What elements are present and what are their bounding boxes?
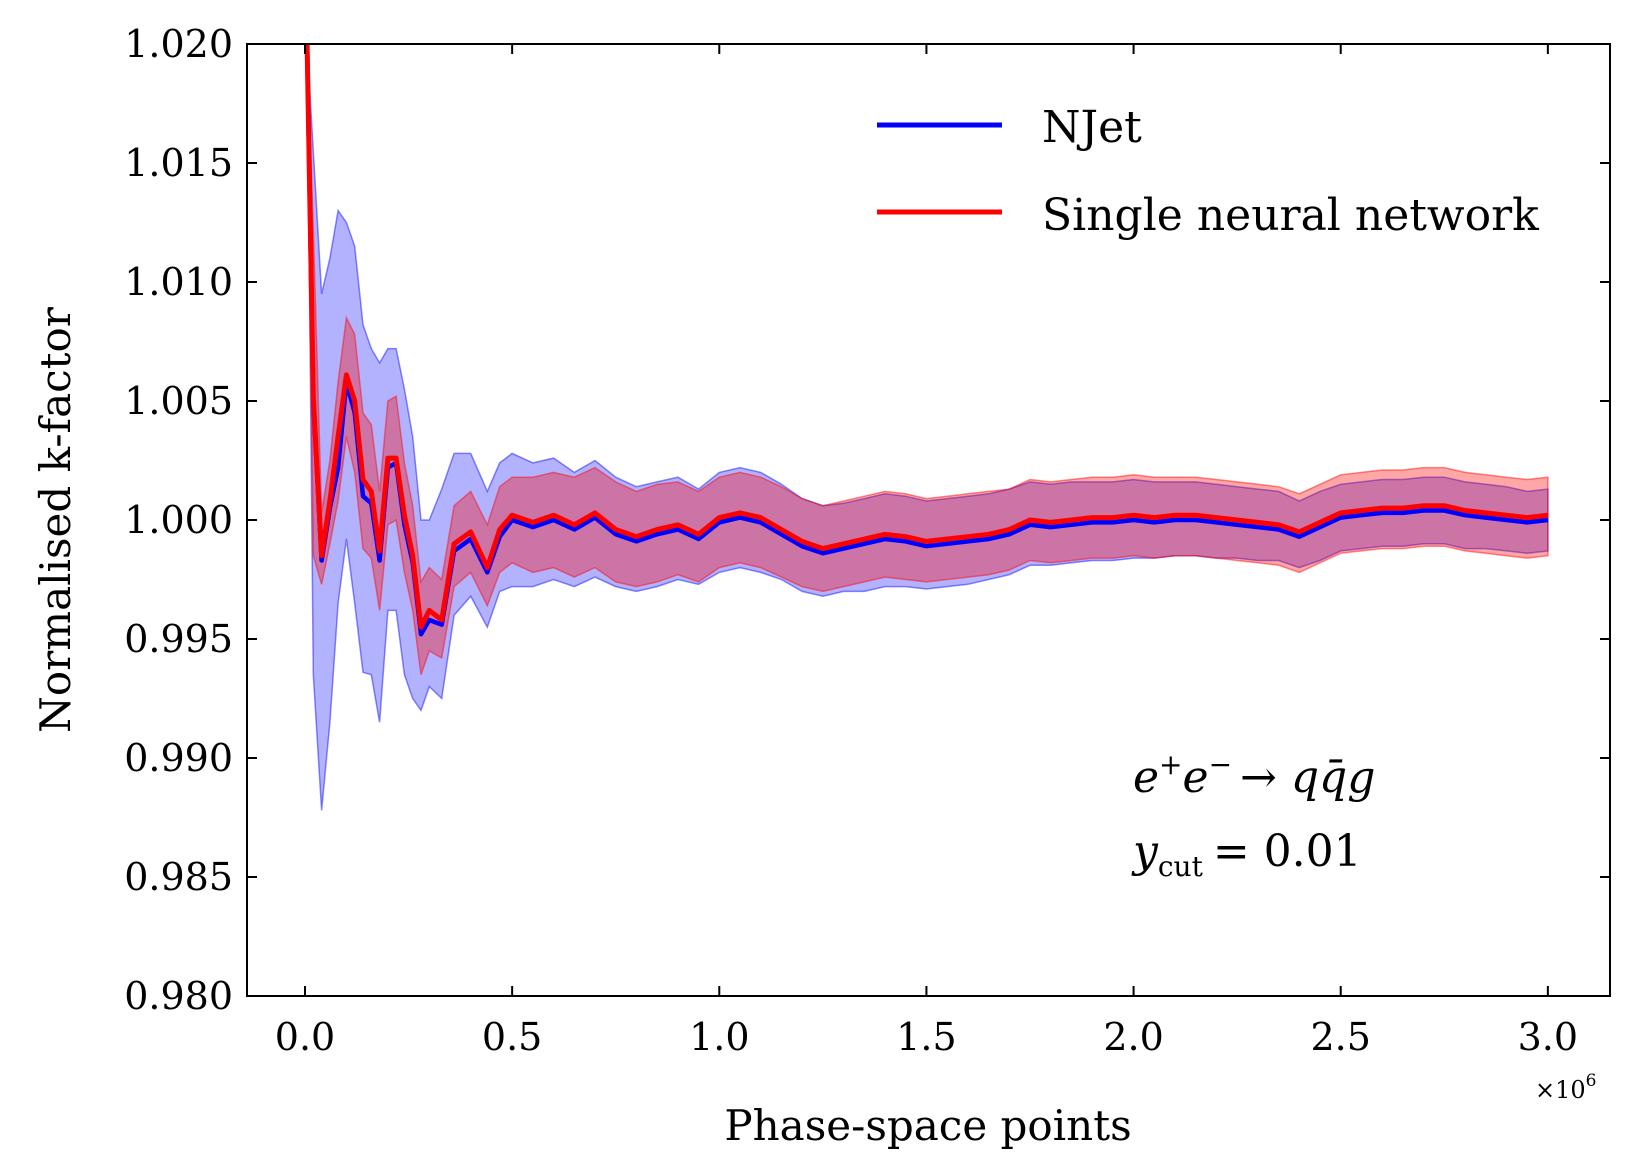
x-scale-label: ×10 <box>1535 1076 1586 1104</box>
x-axis-title: Phase-space points <box>724 1101 1131 1150</box>
x-tick-label: 1.0 <box>689 1015 749 1059</box>
x-scale-factor: ×106 <box>1535 1071 1596 1104</box>
x-tick-label: 2.5 <box>1310 1015 1370 1059</box>
legend-nn-label: Single neural network <box>1042 190 1539 241</box>
process-annotation: e+e− → qq̄g ycut = 0.01 <box>1131 748 1375 883</box>
y-axis: 0.980 0.985 0.990 0.995 1.000 1.005 1.010 1.015… <box>124 22 1610 1018</box>
legend-njet-label: NJet <box>1042 102 1142 153</box>
band-njet <box>306 44 1549 811</box>
x-tick-label: 1.5 <box>896 1015 956 1059</box>
band-nn <box>306 44 1549 675</box>
series-lines <box>304 44 1549 637</box>
x-tick-label: 3.0 <box>1518 1015 1578 1059</box>
y-tick-label: 1.020 <box>124 22 233 66</box>
y-tick-label: 1.010 <box>124 260 233 304</box>
y-tick-label: 1.000 <box>124 498 233 542</box>
y-tick-label: 1.005 <box>124 379 233 423</box>
uncertainty-bands <box>306 44 1549 811</box>
x-axis: 0.0 0.5 1.0 1.5 2.0 2.5 3.0 <box>275 44 1578 1059</box>
series-line-nn <box>304 44 1549 630</box>
y-tick-label: 0.980 <box>124 974 233 1018</box>
y-axis-title: Normalised k-factor <box>31 306 80 733</box>
x-tick-label: 2.0 <box>1103 1015 1163 1059</box>
y-tick-label: 0.990 <box>124 736 233 780</box>
y-tick-label: 0.985 <box>124 855 233 899</box>
ycut-label: ycut = 0.01 <box>1131 826 1362 883</box>
y-tick-label: 1.015 <box>124 141 233 185</box>
x-scale-exponent: 6 <box>1586 1071 1597 1091</box>
legend: NJet Single neural network <box>877 102 1539 241</box>
process-label: e+e− → qq̄g <box>1133 748 1375 803</box>
y-tick-label: 0.995 <box>124 617 233 661</box>
x-tick-label: 0.5 <box>482 1015 542 1059</box>
x-tick-label: 0.0 <box>275 1015 335 1059</box>
